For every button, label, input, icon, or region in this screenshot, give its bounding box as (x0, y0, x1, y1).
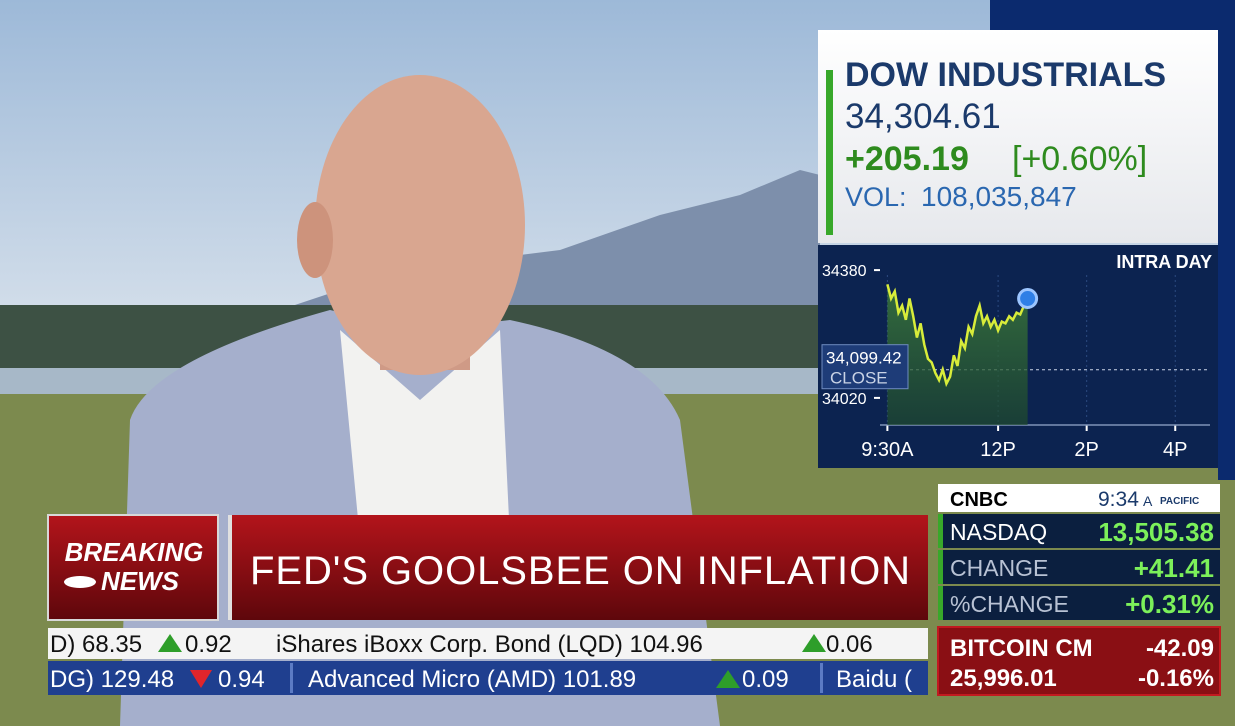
breaking-line1: BREAKING (65, 537, 204, 567)
up-arrow (158, 634, 182, 652)
x-tick-label: 4P (1163, 439, 1187, 461)
banner-strip (1218, 30, 1235, 480)
dow-panel (818, 30, 1218, 243)
ticker-item: Baidu ( (836, 666, 912, 693)
ticker-item: 0.94 (218, 666, 265, 693)
ticker-item: Advanced Micro (AMD) 101.89 (308, 666, 636, 693)
area (887, 284, 1028, 425)
up-arrow (802, 634, 826, 652)
headline-edge (228, 515, 232, 620)
ticker-item: 0.09 (742, 666, 789, 693)
bitcoin-change: -42.09 (1146, 635, 1214, 662)
ticker-text: DG) 129.48 0.94 Advanced Micro (AMD) 101… (50, 666, 912, 693)
bitcoin-price: 25,996.01 (950, 665, 1057, 692)
market-value: +0.31% (1125, 589, 1214, 619)
market-value: +41.41 (1134, 553, 1214, 583)
market-row (938, 514, 1220, 548)
ticker-item: D) 68.35 (50, 631, 142, 658)
ticker-item: DG) 129.48 (50, 666, 174, 693)
network-logo: CNBC (950, 489, 1008, 511)
y-tick-label: 34020 (822, 391, 867, 408)
up-arrow (716, 670, 740, 688)
market-row-accent (938, 514, 943, 548)
clock-bar (938, 484, 1220, 512)
dow-volume-label: VOL: (845, 182, 907, 212)
close-box (821, 344, 909, 390)
dow-percent: [+0.60%] (1012, 140, 1147, 178)
market-row (938, 550, 1220, 584)
market-rows: NASDAQ 13,505.38 CHANGE +41.41 %CHANGE +0.31% (938, 514, 1220, 620)
dow-change: +205.19 (845, 140, 969, 178)
market-row-accent (938, 550, 943, 584)
banner-strip (990, 0, 1235, 30)
ticker-item: 0.92 (185, 631, 232, 658)
ticker-text: D) 68.35 0.92 iShares iBoxx Corp. Bond (… (50, 631, 873, 658)
headline-box (228, 515, 928, 620)
clock-meridiem: A (1143, 493, 1153, 509)
price-line (886, 283, 1029, 388)
chart-title: INTRA DAY (1116, 252, 1212, 272)
ticker-divider (290, 663, 293, 693)
intraday-chart: INTRA DAY 34380 34020 9:30A 12P 2P 4P 34,099.4… (818, 245, 1218, 468)
y-tick-label: 34380 (822, 263, 867, 280)
breaking-line2: NEWS (101, 566, 180, 596)
ticker-row (48, 628, 928, 659)
market-label: CHANGE (950, 555, 1048, 581)
x-tick-label: 9:30A (861, 439, 914, 461)
bitcoin-label: BITCOIN CM (950, 635, 1093, 662)
market-row (938, 586, 1220, 620)
market-value: 13,505.38 (1098, 517, 1214, 547)
dow-bar (826, 70, 833, 235)
market-label: %CHANGE (950, 591, 1069, 617)
last-point (1017, 288, 1039, 309)
dow-name: DOW INDUSTRIALS (845, 56, 1166, 94)
breaking-box (47, 514, 219, 621)
clock-zone: PACIFIC (1160, 496, 1199, 507)
bitcoin-panel (937, 626, 1221, 696)
market-label: NASDAQ (950, 519, 1047, 545)
x-tick-label: 12P (980, 439, 1016, 461)
market-row-accent (938, 586, 943, 620)
dow-volume: 108,035,847 (921, 181, 1077, 212)
dow-value: 34,304.61 (845, 97, 1001, 136)
breaking-swoosh (64, 576, 96, 588)
down-arrow (190, 670, 212, 688)
x-tick-label: 2P (1074, 439, 1098, 461)
close-label: CLOSE (830, 369, 888, 388)
close-value: 34,099.42 (826, 349, 902, 368)
ticker-divider (820, 663, 823, 693)
head (315, 75, 525, 375)
ear (297, 202, 333, 278)
clock-time: 9:34 (1098, 488, 1139, 511)
bitcoin-percent: -0.16% (1138, 665, 1214, 692)
ticker-row (48, 661, 928, 695)
shirt (340, 330, 510, 540)
ticker-item: 0.06 (826, 631, 873, 658)
ticker-item: iShares iBoxx Corp. Bond (LQD) 104.96 (276, 631, 703, 658)
headline: FED'S GOOLSBEE ON INFLATION (250, 549, 910, 593)
